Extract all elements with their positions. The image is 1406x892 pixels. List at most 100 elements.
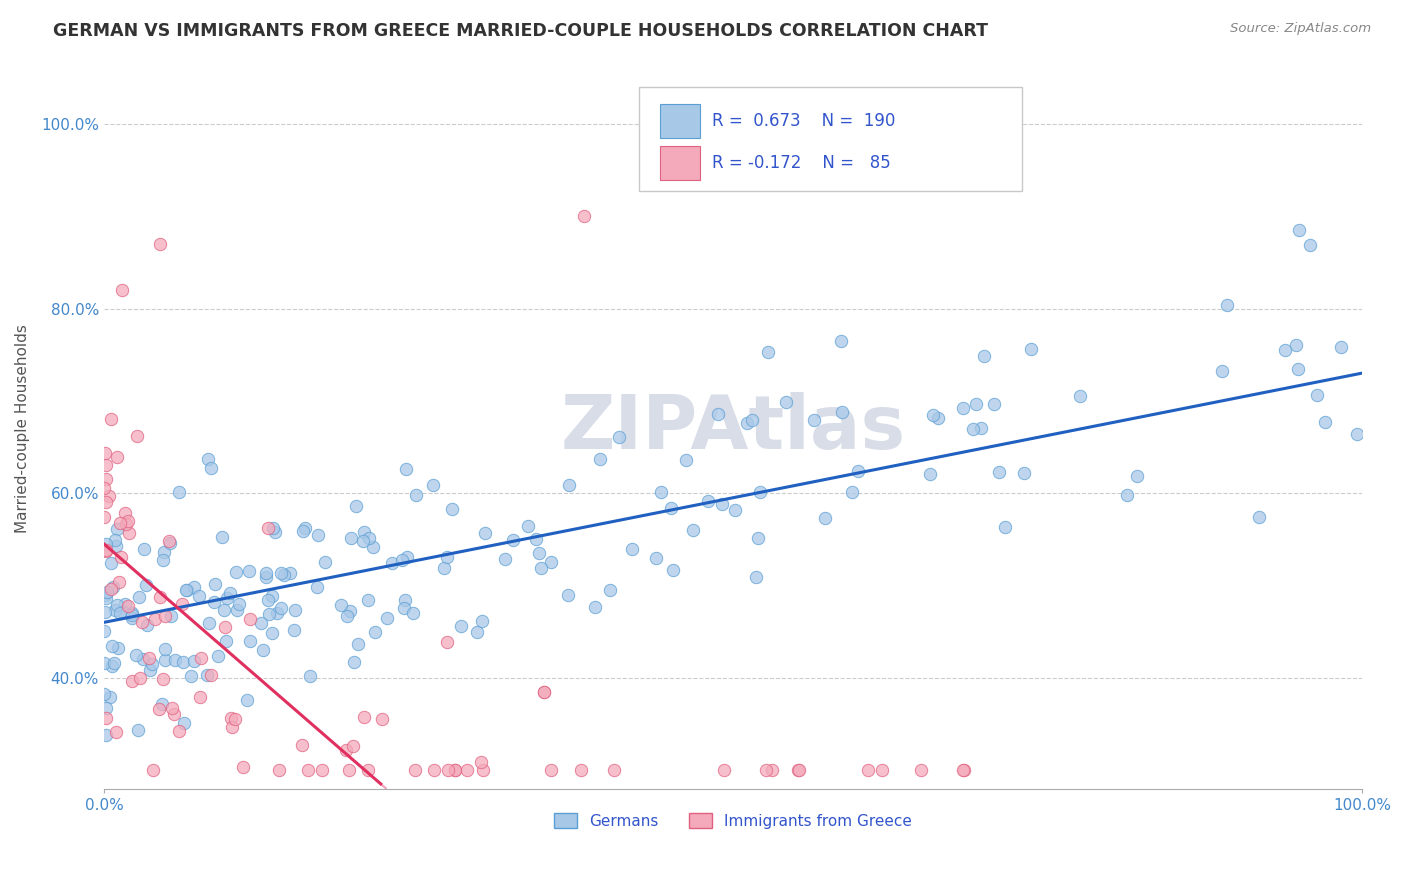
- Point: [713, 763, 735, 777]
- Point: [741, 412, 763, 426]
- Point: [707, 407, 730, 421]
- Point: [163, 707, 186, 722]
- Point: [970, 421, 993, 435]
- Point: [153, 642, 176, 657]
- Point: [124, 648, 146, 663]
- Point: [267, 763, 290, 777]
- Point: [755, 763, 778, 777]
- Point: [298, 669, 321, 683]
- Point: [96, 701, 118, 715]
- Point: [516, 518, 538, 533]
- Point: [101, 580, 124, 594]
- Point: [402, 606, 425, 620]
- Point: [572, 209, 595, 223]
- Point: [153, 653, 176, 667]
- Point: [831, 405, 853, 419]
- Point: [602, 763, 624, 777]
- Point: [266, 606, 288, 620]
- Text: GERMAN VS IMMIGRANTS FROM GREECE MARRIED-COUPLE HOUSEHOLDS CORRELATION CHART: GERMAN VS IMMIGRANTS FROM GREECE MARRIED…: [53, 22, 988, 40]
- Point: [94, 536, 117, 550]
- Point: [153, 545, 176, 559]
- Point: [1286, 362, 1309, 376]
- Point: [340, 531, 363, 545]
- Point: [215, 634, 238, 648]
- Point: [711, 497, 734, 511]
- Point: [94, 728, 117, 742]
- Point: [135, 578, 157, 592]
- Y-axis label: Married-couple Households: Married-couple Households: [15, 324, 30, 533]
- Point: [423, 763, 446, 777]
- Point: [391, 553, 413, 567]
- Point: [104, 603, 127, 617]
- Point: [557, 588, 579, 602]
- Point: [1216, 298, 1239, 312]
- Point: [93, 588, 115, 602]
- Point: [395, 462, 418, 476]
- Point: [172, 597, 194, 611]
- Point: [589, 452, 612, 467]
- Point: [1211, 364, 1233, 378]
- Point: [176, 583, 198, 598]
- Point: [115, 516, 138, 531]
- Point: [114, 597, 136, 611]
- Point: [204, 576, 226, 591]
- Point: [121, 607, 143, 622]
- Point: [918, 467, 941, 481]
- Point: [100, 556, 122, 570]
- Point: [236, 693, 259, 707]
- Point: [1247, 510, 1270, 524]
- Point: [444, 763, 467, 777]
- Point: [291, 738, 314, 752]
- Point: [107, 640, 129, 655]
- Point: [139, 663, 162, 677]
- Point: [748, 485, 770, 500]
- Text: R =  0.673    N =  190: R = 0.673 N = 190: [711, 112, 896, 130]
- Point: [94, 494, 117, 508]
- Point: [93, 624, 115, 638]
- Point: [381, 556, 404, 570]
- Point: [270, 601, 292, 615]
- Point: [278, 566, 301, 581]
- Point: [682, 523, 704, 537]
- Point: [148, 702, 170, 716]
- Point: [174, 582, 197, 597]
- Point: [737, 416, 759, 430]
- Point: [127, 429, 149, 443]
- Point: [375, 610, 398, 624]
- Point: [952, 401, 974, 415]
- Point: [93, 481, 115, 495]
- Point: [502, 533, 524, 547]
- Point: [127, 723, 149, 738]
- Point: [394, 593, 416, 607]
- Point: [239, 634, 262, 648]
- Point: [1019, 343, 1042, 357]
- Point: [108, 516, 131, 530]
- Point: [841, 484, 863, 499]
- Point: [569, 763, 592, 777]
- Point: [111, 605, 134, 619]
- Point: [343, 655, 366, 669]
- Point: [183, 580, 205, 594]
- Point: [173, 716, 195, 731]
- Point: [257, 593, 280, 607]
- Point: [540, 763, 562, 777]
- Point: [257, 607, 280, 622]
- Point: [273, 568, 295, 582]
- Point: [96, 585, 118, 599]
- Point: [103, 657, 125, 671]
- Point: [284, 603, 307, 617]
- Point: [183, 654, 205, 668]
- Point: [138, 650, 160, 665]
- Point: [292, 524, 315, 538]
- Point: [96, 711, 118, 725]
- Point: [159, 535, 181, 549]
- Point: [97, 489, 120, 503]
- Point: [254, 570, 277, 584]
- Point: [803, 413, 825, 427]
- Point: [529, 545, 551, 559]
- Point: [1069, 389, 1091, 403]
- Point: [1305, 388, 1327, 402]
- Point: [142, 763, 165, 777]
- Point: [239, 612, 262, 626]
- Point: [160, 609, 183, 624]
